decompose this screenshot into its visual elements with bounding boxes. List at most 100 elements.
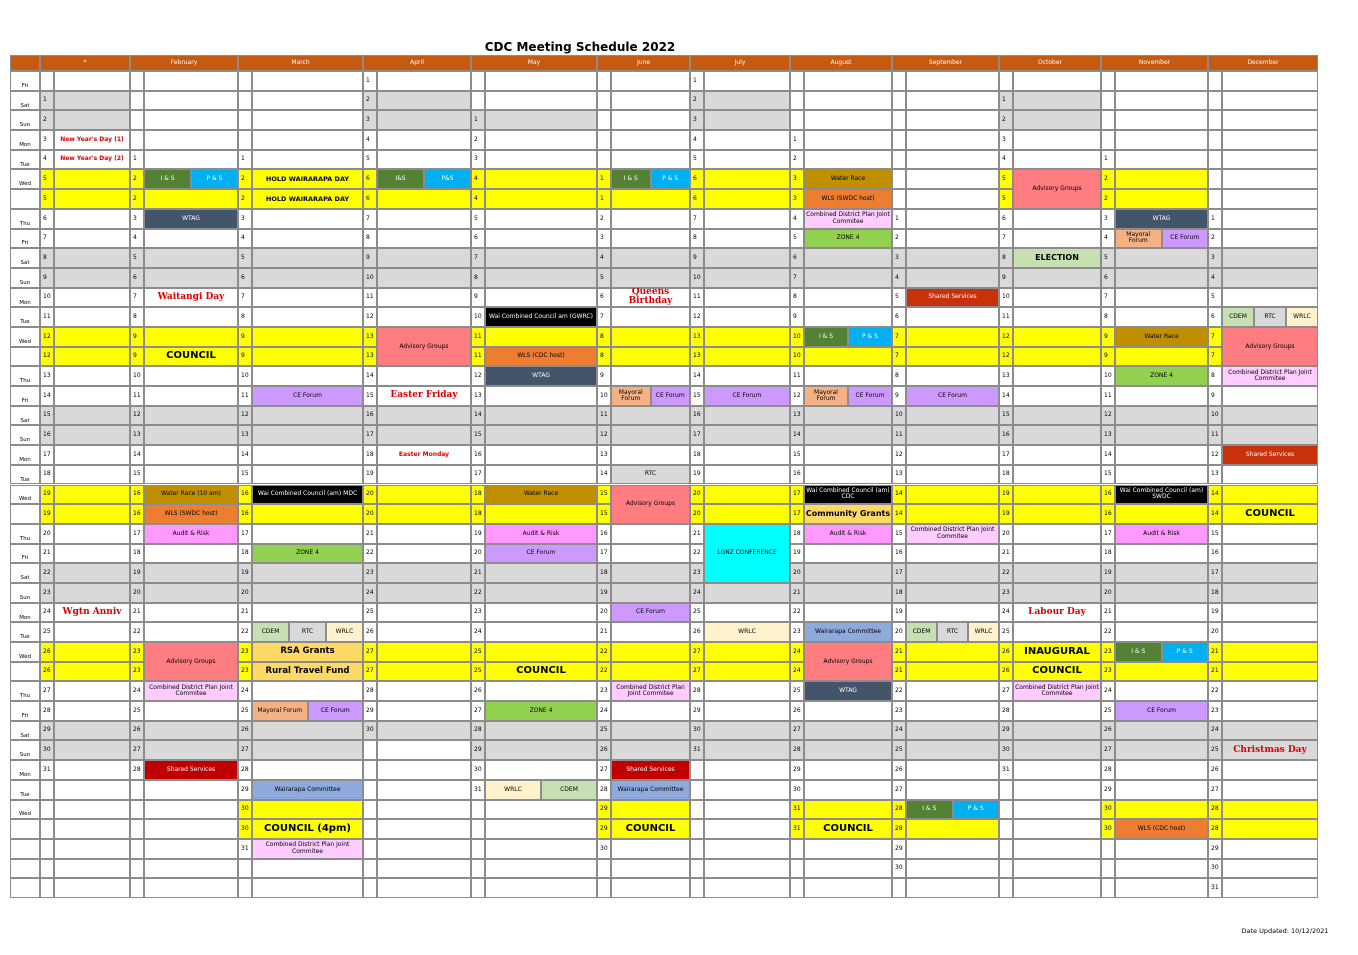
- day-number: 2: [238, 189, 252, 209]
- day-number: 18: [1101, 543, 1115, 564]
- day-number: 4: [363, 130, 377, 150]
- day-number: 17: [238, 523, 252, 544]
- event-cell: [804, 543, 892, 564]
- day-number: 1: [999, 90, 1013, 111]
- day-number: 27: [130, 740, 144, 761]
- event-cell: [485, 110, 597, 131]
- event-cell: [804, 819, 892, 839]
- day-number: [471, 838, 485, 859]
- event-cell: [54, 543, 130, 564]
- event-cell: [704, 130, 790, 150]
- day-number: 18: [597, 563, 611, 583]
- day-number: 10: [1101, 366, 1115, 387]
- weekday-label: Mon: [10, 287, 40, 308]
- event-cell: [485, 405, 597, 426]
- day-number: 19: [40, 504, 54, 524]
- day-number: 27: [238, 740, 252, 761]
- event-cell: [252, 464, 363, 485]
- event-cell: [54, 130, 130, 150]
- event: P & S: [191, 169, 238, 190]
- day-number: 23: [790, 622, 804, 643]
- day-number: 4: [40, 149, 54, 170]
- event-cell: [1013, 563, 1101, 583]
- weekday-label: Thu: [10, 366, 40, 387]
- event-cell: [1222, 130, 1318, 150]
- event-cell: [611, 661, 690, 682]
- day-number: 8: [1208, 366, 1222, 387]
- event-cell: [252, 563, 363, 583]
- day-number: 24: [1101, 681, 1115, 702]
- weekday-label: [10, 838, 40, 859]
- weekday-label: Tue: [10, 149, 40, 170]
- day-number: 12: [999, 346, 1013, 367]
- day-number: 8: [790, 287, 804, 308]
- event-cell: [252, 287, 363, 308]
- event-cell: [54, 779, 130, 800]
- day-number: [999, 878, 1013, 898]
- event-cell: [377, 307, 471, 327]
- day-number: 20: [892, 622, 906, 643]
- day-number: 30: [597, 838, 611, 859]
- event-cell: [144, 248, 238, 268]
- event: Audit & Risk: [1115, 523, 1208, 544]
- event-cell: [485, 248, 597, 268]
- event-cell: [54, 760, 130, 780]
- weekday-label: Thu: [10, 681, 40, 702]
- day-number: 6: [690, 169, 704, 190]
- event-cell: [611, 228, 690, 249]
- event-cell: [1013, 858, 1101, 879]
- event-cell: [377, 287, 471, 308]
- day-number: 6: [597, 287, 611, 308]
- day-number: 6: [363, 169, 377, 190]
- day-number: 24: [597, 701, 611, 721]
- event-cell: [1115, 720, 1208, 741]
- event-cell: [611, 425, 690, 446]
- day-number: 21: [1208, 661, 1222, 682]
- event-cell: [906, 326, 999, 347]
- day-number: 8: [238, 307, 252, 327]
- day-number: 25: [238, 701, 252, 721]
- event: CDEM: [252, 622, 289, 643]
- day-number: 17: [597, 543, 611, 564]
- event-cell: [377, 248, 471, 268]
- event-cell: [804, 287, 892, 308]
- event-cell: [485, 287, 597, 308]
- event-cell: [1013, 307, 1101, 327]
- day-number: 5: [790, 228, 804, 249]
- event: COUNCIL: [625, 822, 676, 834]
- day-number: [790, 71, 804, 91]
- day-number: 22: [40, 563, 54, 583]
- event-cell: [804, 602, 892, 623]
- day-number: 9: [363, 248, 377, 268]
- event-cell: [144, 799, 238, 820]
- weekday-label: Fri: [10, 71, 40, 91]
- day-number: 23: [363, 563, 377, 583]
- day-number: 3: [999, 130, 1013, 150]
- event-cell: [1115, 149, 1208, 170]
- day-number: [999, 858, 1013, 879]
- day-number: 13: [1101, 425, 1115, 446]
- event-cell: [144, 701, 238, 721]
- event-cell: [252, 504, 363, 524]
- event-cell: [54, 445, 130, 465]
- event-cell: [54, 464, 130, 485]
- day-number: 22: [238, 622, 252, 643]
- day-number: 2: [1208, 228, 1222, 249]
- day-number: 23: [1208, 701, 1222, 721]
- event-cell: [704, 248, 790, 268]
- day-number: 19: [597, 582, 611, 603]
- day-number: 3: [363, 110, 377, 131]
- event-cell: [1013, 405, 1101, 426]
- event-cell: [804, 90, 892, 111]
- day-number: 30: [1101, 799, 1115, 820]
- event: Combined District Plan Joint Commitee: [1222, 366, 1318, 387]
- day-number: 28: [471, 720, 485, 741]
- event-cell: [1013, 661, 1101, 682]
- day-number: 4: [597, 248, 611, 268]
- day-number: 19: [363, 464, 377, 485]
- event-cell: [252, 602, 363, 623]
- day-number: 10: [597, 386, 611, 406]
- day-number: 9: [471, 287, 485, 308]
- day-number: 30: [790, 779, 804, 800]
- event: CE Forum: [611, 602, 690, 623]
